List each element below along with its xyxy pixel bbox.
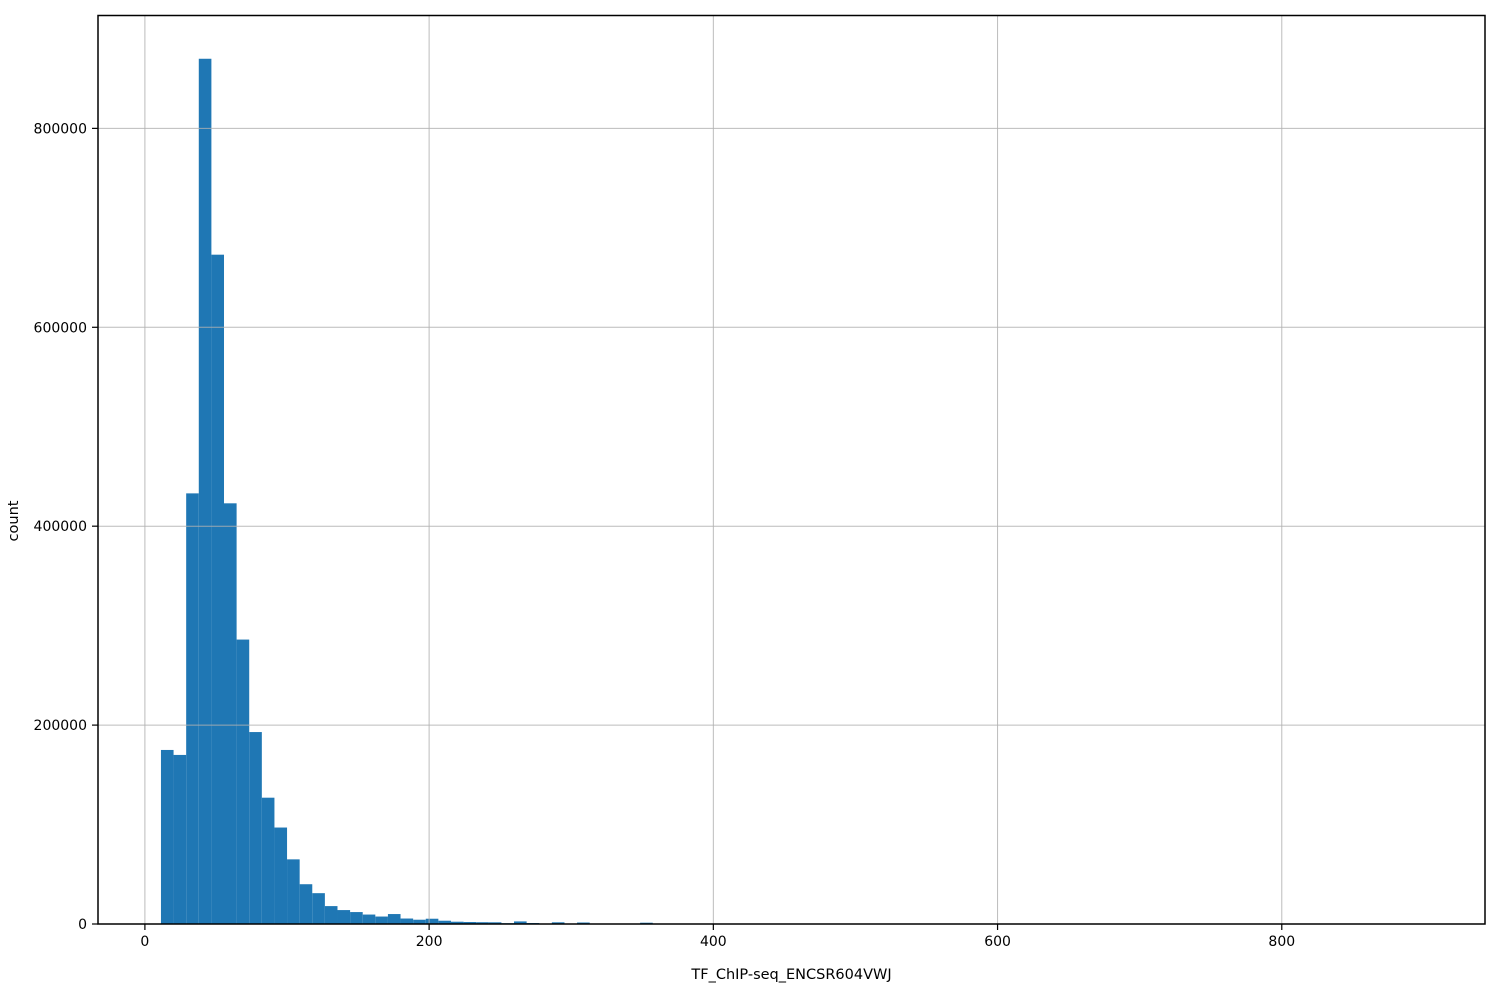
histogram-bar [312, 893, 325, 924]
histogram-bar [337, 910, 351, 924]
histogram-bar [400, 918, 414, 924]
histogram-bar [249, 732, 262, 924]
histogram-bar [438, 920, 451, 924]
histogram-bar [476, 922, 489, 924]
y-tick-label: 200000 [34, 718, 87, 734]
x-axis-label: TF_ChIP-seq_ENCSR604VWJ [691, 967, 892, 983]
plot-frame [97, 14, 1486, 925]
histogram-bar [211, 254, 225, 924]
y-tick-label: 400000 [34, 519, 87, 535]
histogram-bar [350, 912, 363, 924]
histogram-bar [274, 827, 288, 924]
histogram-bar [362, 914, 376, 924]
histogram-bar [450, 921, 464, 924]
histogram-bar [173, 754, 187, 924]
histogram-bar [387, 914, 401, 924]
histogram-bar [224, 503, 237, 924]
histogram-bar [186, 493, 199, 924]
histogram-bar [413, 919, 426, 924]
histogram-bar [324, 906, 338, 924]
histogram-bar [375, 916, 388, 924]
x-tick-label: 400 [700, 934, 727, 950]
histogram-bar [425, 918, 439, 924]
y-tick-label: 600000 [34, 320, 87, 336]
plot-area [98, 15, 1485, 924]
x-tick-label: 600 [984, 934, 1011, 950]
histogram-bar [488, 922, 502, 924]
histogram-bar [514, 921, 527, 924]
y-axis-label: count [6, 500, 22, 542]
histogram-bar [299, 884, 313, 924]
x-tick-label: 0 [140, 934, 149, 950]
histogram-bar [261, 797, 275, 924]
histogram-bar [551, 922, 565, 924]
y-tick-label: 0 [78, 917, 87, 933]
histogram-bar [198, 58, 212, 925]
x-tick-label: 800 [1268, 934, 1295, 950]
y-tick-label: 800000 [34, 121, 87, 137]
x-tick-label: 200 [416, 934, 443, 950]
histogram-bar [287, 859, 300, 924]
histogram-bar [160, 749, 174, 924]
histogram-bar [463, 922, 477, 924]
histogram-bar [236, 639, 250, 924]
